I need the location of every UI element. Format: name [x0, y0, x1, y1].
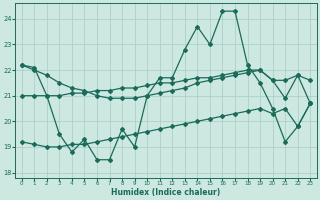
X-axis label: Humidex (Indice chaleur): Humidex (Indice chaleur)	[111, 188, 220, 197]
